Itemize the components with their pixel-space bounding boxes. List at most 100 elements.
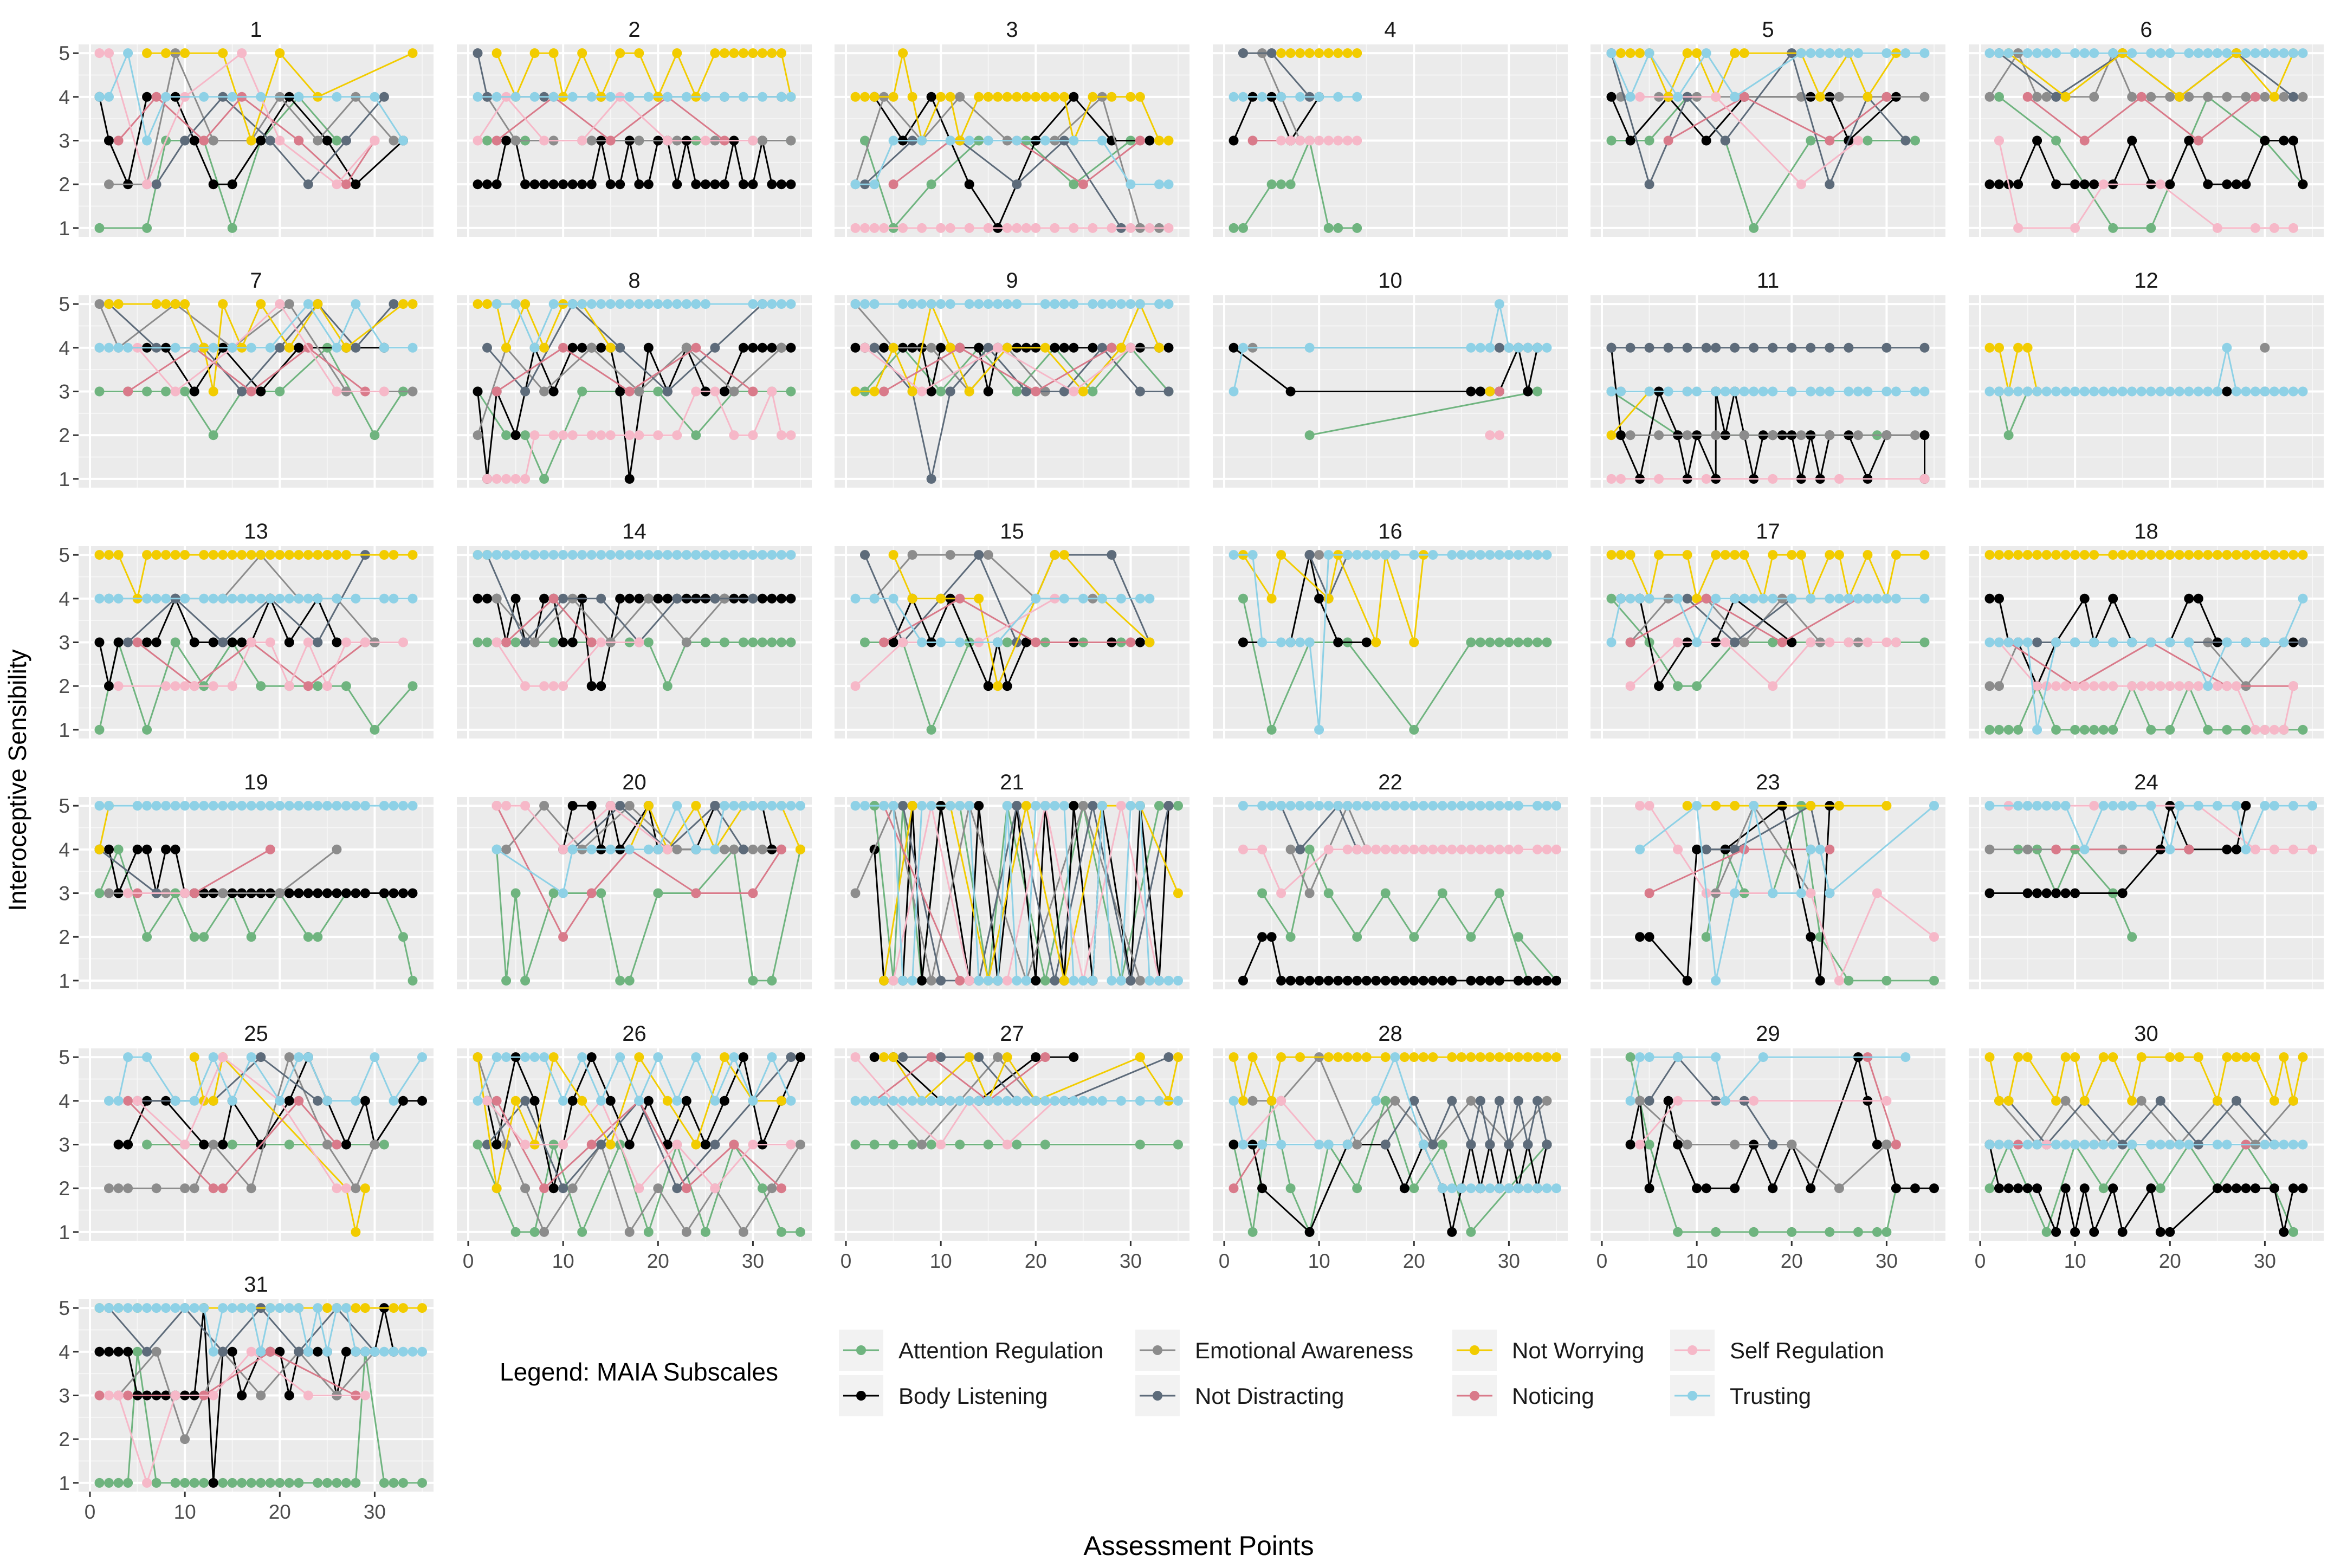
data-point (2231, 681, 2241, 691)
data-point (2013, 550, 2023, 560)
data-point (1126, 342, 1136, 353)
panel-label: 30 (2134, 1022, 2158, 1046)
data-point (624, 430, 635, 440)
data-point (227, 342, 237, 353)
data-point (2222, 681, 2232, 691)
data-point (1088, 975, 1098, 986)
data-point (691, 342, 701, 353)
data-point (284, 299, 294, 309)
data-point (2032, 724, 2042, 735)
data-point (1834, 474, 1844, 484)
data-point (2155, 681, 2165, 691)
panel-21: 21 (835, 770, 1189, 989)
data-point (492, 593, 502, 604)
data-point (1314, 48, 1324, 59)
data-point (360, 1390, 370, 1401)
data-point (643, 801, 654, 811)
data-point (955, 1139, 965, 1150)
data-point (548, 637, 559, 647)
data-point (567, 550, 578, 560)
data-point (199, 550, 209, 560)
y-tick-label: 1 (59, 468, 70, 490)
data-point (313, 1478, 323, 1488)
data-point (2146, 1183, 2156, 1194)
data-point (2032, 888, 2042, 898)
data-point (1409, 932, 1419, 942)
data-point (1730, 637, 1740, 647)
data-point (1418, 975, 1428, 986)
data-point (2108, 386, 2118, 397)
data-point (2060, 1052, 2071, 1062)
data-point (1485, 1139, 1495, 1150)
data-point (653, 386, 663, 397)
data-point (1163, 386, 1174, 397)
x-tick-label: 20 (647, 1250, 669, 1272)
data-point (284, 1052, 294, 1062)
data-point (624, 1139, 635, 1150)
data-point (265, 342, 275, 353)
data-point (624, 844, 635, 854)
data-point (322, 1346, 332, 1357)
data-point (624, 593, 635, 604)
data-point (2051, 1139, 2061, 1150)
data-point (1758, 593, 1768, 604)
data-point (1304, 342, 1315, 353)
data-point (748, 593, 758, 604)
data-point (643, 550, 654, 560)
data-point (2127, 386, 2137, 397)
data-point (1475, 386, 1485, 397)
data-point (1551, 975, 1561, 986)
data-point (246, 1346, 256, 1357)
data-point (1116, 975, 1126, 986)
data-point (691, 430, 701, 440)
data-point (227, 1096, 237, 1106)
panel-11: 11 (1591, 269, 1945, 488)
data-point (151, 550, 161, 560)
data-point (132, 844, 143, 854)
data-point (1616, 430, 1626, 440)
data-point (1891, 1183, 1901, 1194)
data-point (208, 1052, 218, 1062)
data-point (94, 223, 105, 233)
data-point (1663, 1096, 1673, 1106)
data-point (907, 801, 917, 811)
data-point (1768, 430, 1778, 440)
data-point (94, 550, 105, 560)
data-point (2003, 48, 2014, 59)
data-point (1475, 637, 1485, 647)
data-point (227, 1478, 237, 1488)
data-point (2269, 550, 2279, 560)
data-point (2070, 223, 2080, 233)
data-point (246, 1183, 256, 1194)
data-point (945, 223, 955, 233)
data-point (341, 135, 351, 146)
data-point (1314, 593, 1324, 604)
data-point (1012, 179, 1022, 190)
data-point (2288, 135, 2298, 146)
data-point (510, 474, 521, 484)
data-point (1304, 1227, 1315, 1237)
data-point (94, 1346, 105, 1357)
data-point (2260, 386, 2270, 397)
data-point (643, 1227, 654, 1237)
series-line (99, 848, 157, 894)
data-point (1012, 975, 1022, 986)
data-point (275, 888, 285, 898)
data-point (408, 975, 418, 986)
series-self-regulation (1238, 844, 1561, 898)
data-point (1663, 135, 1673, 146)
data-point (1994, 179, 2004, 190)
data-point (492, 1096, 502, 1106)
data-point (2165, 1139, 2175, 1150)
data-point (2212, 1139, 2222, 1150)
data-point (907, 92, 917, 102)
data-point (729, 1052, 739, 1062)
x-tick-label: 10 (1686, 1250, 1708, 1272)
data-point (2184, 637, 2194, 647)
series-emotional-awareness (104, 1052, 380, 1194)
data-point (113, 1346, 124, 1357)
data-point (898, 801, 908, 811)
data-point (964, 386, 974, 397)
data-point (408, 386, 418, 397)
data-point (2241, 550, 2251, 560)
